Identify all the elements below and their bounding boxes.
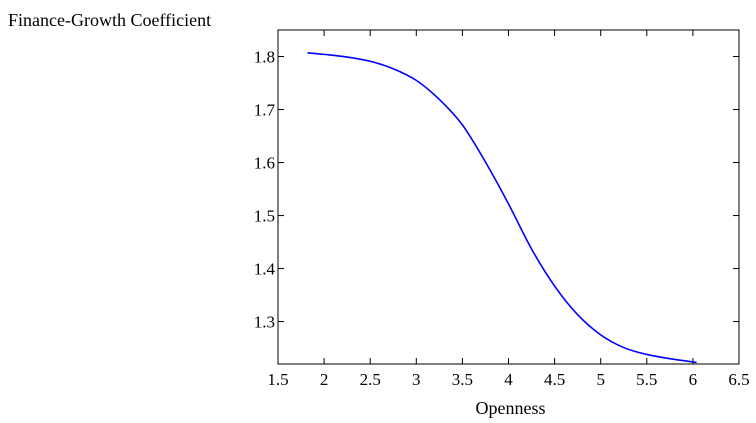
x-tick-label: 4.5 xyxy=(544,370,565,389)
x-tick-label: 6.5 xyxy=(728,370,749,389)
x-tick-label: 3.5 xyxy=(452,370,473,389)
y-tick-label: 1.7 xyxy=(254,101,276,120)
x-axis-label: Openness xyxy=(476,398,546,418)
y-tick-label: 1.8 xyxy=(254,48,275,67)
x-tick-label: 6 xyxy=(689,370,698,389)
x-tick-label: 1.5 xyxy=(267,370,288,389)
y-tick-label: 1.6 xyxy=(254,154,275,173)
x-tick-label: 4 xyxy=(504,370,513,389)
y-tick-labels: 1.3 1.4 1.5 1.6 1.7 1.8 xyxy=(254,48,276,332)
x-tick-label: 5.5 xyxy=(636,370,657,389)
y-axis-label: Finance-Growth Coefficient xyxy=(8,10,211,30)
plot-frame xyxy=(277,29,740,365)
tick-marks xyxy=(277,30,740,364)
x-tick-label: 3 xyxy=(412,370,421,389)
y-tick-label: 1.5 xyxy=(254,207,275,226)
x-tick-labels: 1.5 2 2.5 3 3.5 4 4.5 5 5.5 6 6.5 xyxy=(267,370,749,389)
y-tick-label: 1.4 xyxy=(254,260,276,279)
x-tick-label: 2 xyxy=(320,370,329,389)
y-tick-label: 1.3 xyxy=(254,313,275,332)
series-line xyxy=(307,52,697,364)
x-tick-label: 5 xyxy=(596,370,605,389)
x-tick-label: 2.5 xyxy=(360,370,381,389)
